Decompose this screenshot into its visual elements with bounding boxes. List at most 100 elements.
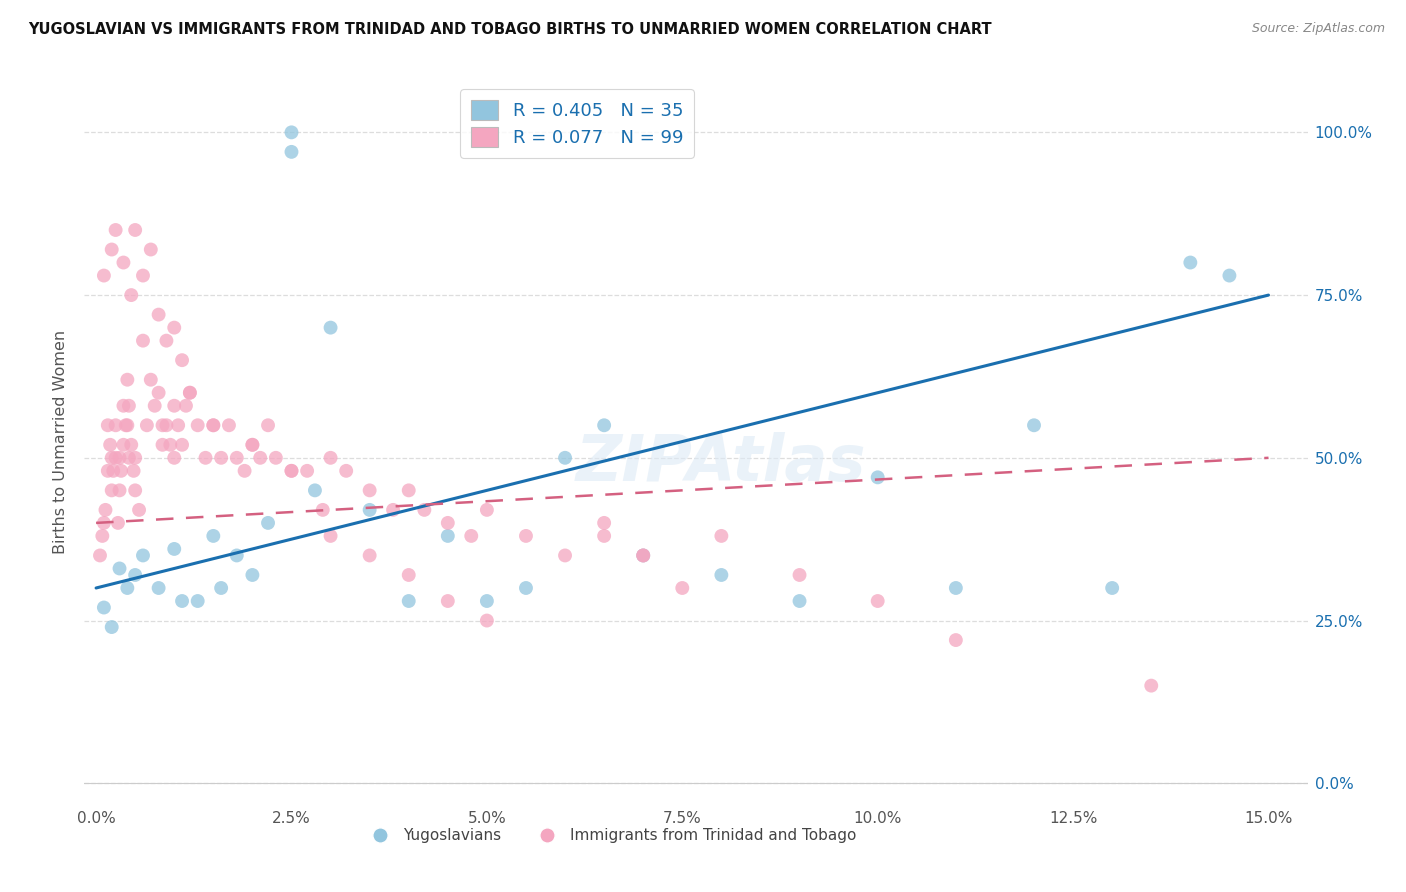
Point <box>1022 418 1045 433</box>
Point <box>120 438 142 452</box>
Point <box>1101 581 1123 595</box>
Point <box>233 464 256 478</box>
Point <box>280 145 302 159</box>
Point <box>124 450 146 465</box>
Point <box>104 418 127 433</box>
Point <box>710 529 733 543</box>
Point <box>170 594 193 608</box>
Point <box>866 470 889 484</box>
Point <box>225 450 247 465</box>
Point <box>398 568 420 582</box>
Point <box>163 450 186 465</box>
Point <box>148 385 170 400</box>
Point <box>103 464 125 478</box>
Point <box>304 483 326 498</box>
Point <box>118 450 141 465</box>
Point <box>163 541 186 556</box>
Point <box>225 549 247 563</box>
Point <box>436 594 458 608</box>
Point <box>218 418 240 433</box>
Point <box>202 418 225 433</box>
Point <box>413 503 436 517</box>
Point <box>93 600 115 615</box>
Point <box>242 568 264 582</box>
Point <box>148 581 170 595</box>
Point <box>97 464 120 478</box>
Point <box>132 268 155 283</box>
Point <box>112 399 135 413</box>
Point <box>100 620 122 634</box>
Point <box>118 399 141 413</box>
Point <box>155 334 177 348</box>
Point <box>312 503 335 517</box>
Point <box>94 503 117 517</box>
Point <box>242 438 264 452</box>
Text: YUGOSLAVIAN VS IMMIGRANTS FROM TRINIDAD AND TOBAGO BIRTHS TO UNMARRIED WOMEN COR: YUGOSLAVIAN VS IMMIGRANTS FROM TRINIDAD … <box>28 22 991 37</box>
Point <box>152 438 174 452</box>
Point <box>117 373 139 387</box>
Point <box>112 255 135 269</box>
Point <box>194 450 217 465</box>
Point <box>139 243 162 257</box>
Point <box>179 385 201 400</box>
Point <box>128 503 150 517</box>
Point <box>398 483 420 498</box>
Point <box>135 418 157 433</box>
Point <box>108 561 131 575</box>
Point <box>475 594 498 608</box>
Point <box>593 418 616 433</box>
Point <box>148 308 170 322</box>
Point <box>359 503 381 517</box>
Point <box>97 418 120 433</box>
Point <box>108 483 131 498</box>
Point <box>120 288 142 302</box>
Point <box>187 594 209 608</box>
Point <box>100 243 122 257</box>
Point <box>89 549 111 563</box>
Point <box>139 373 162 387</box>
Point <box>554 450 576 465</box>
Point <box>159 438 181 452</box>
Point <box>866 594 889 608</box>
Point <box>104 223 127 237</box>
Point <box>280 125 302 139</box>
Point <box>460 529 482 543</box>
Point <box>264 450 287 465</box>
Text: Source: ZipAtlas.com: Source: ZipAtlas.com <box>1251 22 1385 36</box>
Point <box>124 568 146 582</box>
Point <box>167 418 190 433</box>
Point <box>671 581 693 595</box>
Point <box>174 399 197 413</box>
Point <box>104 450 127 465</box>
Point <box>436 516 458 530</box>
Point <box>710 568 733 582</box>
Point <box>359 549 381 563</box>
Point <box>257 516 280 530</box>
Point <box>91 529 114 543</box>
Point <box>593 529 616 543</box>
Point <box>631 549 654 563</box>
Y-axis label: Births to Unmarried Women: Births to Unmarried Women <box>53 329 69 554</box>
Point <box>112 438 135 452</box>
Point <box>593 516 616 530</box>
Point <box>170 353 193 368</box>
Point <box>554 549 576 563</box>
Point <box>132 334 155 348</box>
Point <box>117 581 139 595</box>
Point <box>295 464 318 478</box>
Point <box>789 594 811 608</box>
Point <box>114 418 136 433</box>
Point <box>122 464 145 478</box>
Point <box>359 483 381 498</box>
Point <box>257 418 280 433</box>
Point <box>1140 679 1163 693</box>
Point <box>179 385 201 400</box>
Point <box>209 450 232 465</box>
Point <box>202 529 225 543</box>
Point <box>124 223 146 237</box>
Point <box>436 529 458 543</box>
Point <box>789 568 811 582</box>
Point <box>93 268 115 283</box>
Point <box>152 418 174 433</box>
Point <box>93 516 115 530</box>
